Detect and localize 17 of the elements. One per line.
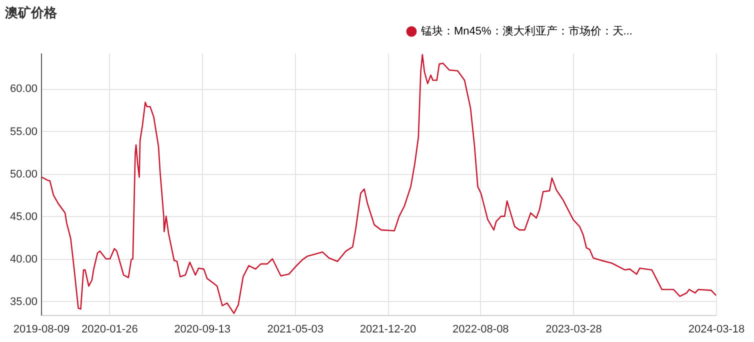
y-tick-label: 60.00 [10,83,38,96]
legend-label: 锰块：Mn45%：澳大利亚产：市场价：天... [420,24,632,38]
x-tick-label: 2020-09-13 [174,324,230,336]
y-tick-label: 55.00 [10,126,38,138]
x-tick-label: 2019-08-09 [13,324,70,336]
line-series [41,54,717,314]
x-tick-label: 2020-01-26 [82,324,138,336]
y-tick-label: 40.00 [10,253,38,266]
y-tick-label: 45.00 [10,210,38,223]
y-tick-label: 35.00 [10,296,38,308]
x-tick-label: 2021-05-03 [267,324,324,336]
y-tick-label: 50.00 [10,168,38,180]
x-tick-label: 2023-03-28 [546,324,602,336]
x-tick-label: 2021-12-20 [360,324,416,336]
chart-title: 澳矿价格 [5,4,57,22]
x-tick-label: 2024-03-18 [688,324,745,336]
x-tick-label: 2022-08-08 [452,324,509,336]
